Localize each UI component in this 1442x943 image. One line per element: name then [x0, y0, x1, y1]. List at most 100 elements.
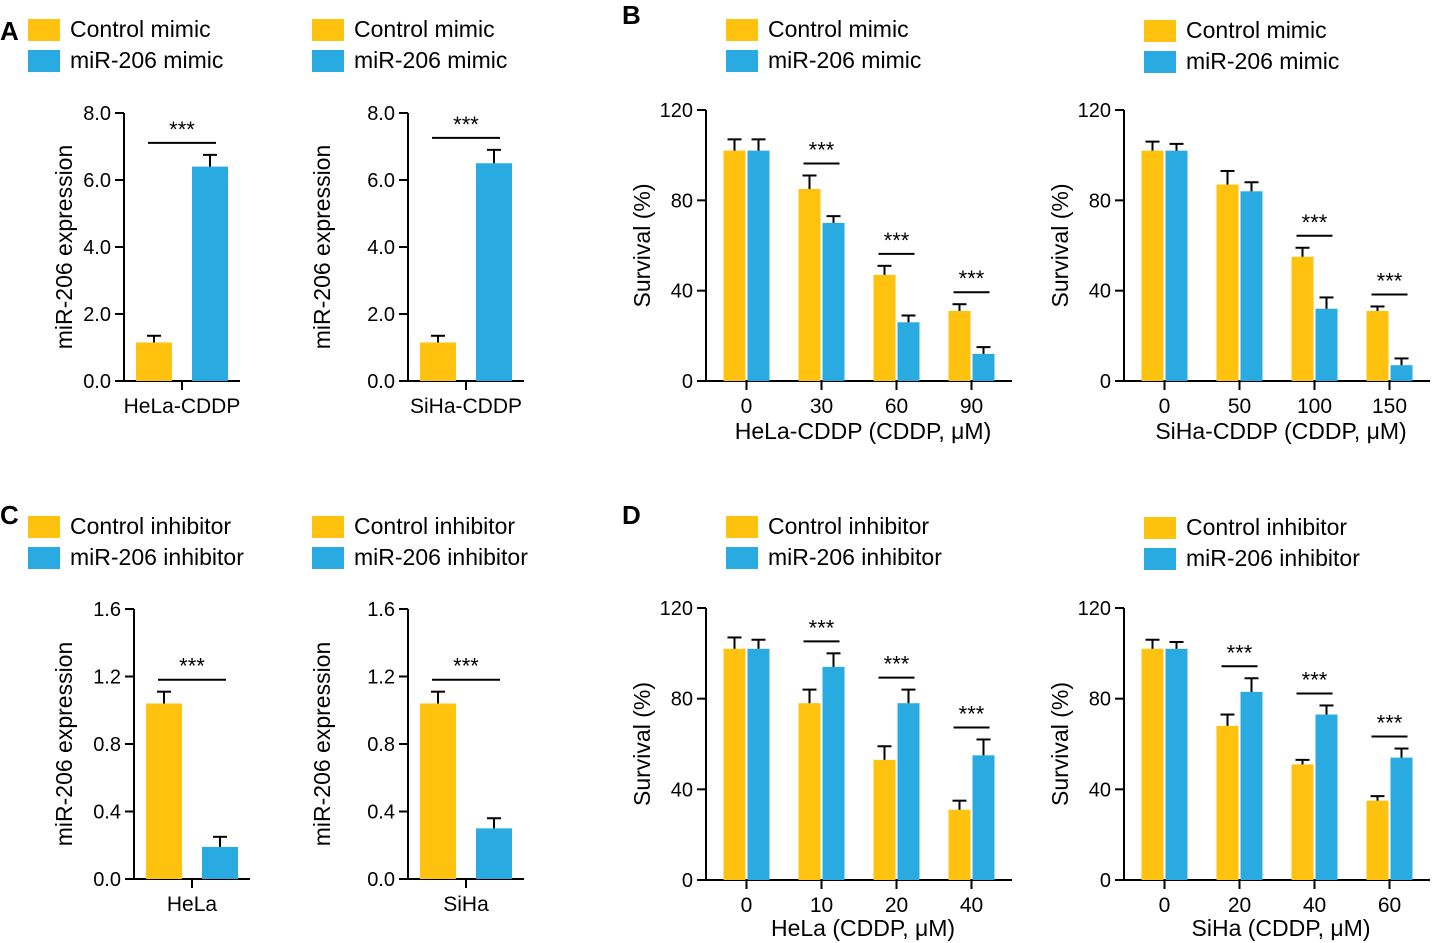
y-tick-label: 8.0	[83, 103, 111, 125]
bar-control-inhibitor	[146, 703, 182, 879]
bar-control-mimic	[723, 150, 746, 381]
legend-label: Control inhibitor	[354, 513, 515, 539]
legend-label: Control mimic	[70, 16, 211, 42]
y-tick-label: 0.0	[93, 869, 121, 891]
y-tick-label: 0.8	[93, 734, 121, 756]
x-tick-label: 40	[1303, 894, 1326, 917]
bar-control-mimic	[136, 342, 172, 381]
bar-control-inhibitor	[948, 809, 971, 880]
bar-mir-206-inhibitor	[1390, 757, 1413, 880]
bar-mir-206-inhibitor	[747, 648, 770, 880]
y-tick-label: 0.4	[367, 802, 395, 824]
y-tick-label: 1.2	[93, 667, 121, 689]
bar-mir-206-mimic	[476, 163, 512, 381]
y-tick-label: 40	[671, 281, 693, 303]
y-tick-label: 40	[1089, 281, 1111, 303]
bar-mir-206-inhibitor	[1240, 691, 1263, 880]
y-tick-label: 0.0	[367, 371, 395, 393]
significance-label: ***	[809, 137, 835, 162]
y-tick-label: 0	[682, 371, 693, 393]
x-tick-label: 20	[1228, 894, 1251, 917]
x-tick-label: 60	[1378, 894, 1401, 917]
significance-label: ***	[453, 112, 479, 137]
chart-D2: Control inhibitor miR-206 inhibitor 0 40 80 1…	[1047, 514, 1430, 941]
bar-mir-206-inhibitor	[1165, 648, 1188, 880]
panel-letter-d: D	[622, 500, 641, 530]
chart-C1: Control inhibitor miR-206 inhibitor 0.0 0.4…	[28, 513, 250, 916]
significance-label: ***	[1377, 268, 1403, 293]
y-tick-label: 80	[1089, 689, 1111, 711]
legend-swatch	[1144, 51, 1176, 73]
bar-control-mimic	[1216, 184, 1239, 381]
bar-control-mimic	[948, 310, 971, 381]
y-tick-label: 0	[1100, 870, 1111, 892]
y-tick-label: 2.0	[367, 304, 395, 326]
x-tick-label: 30	[810, 395, 833, 418]
panel-letter-b: B	[622, 0, 641, 30]
bar-control-inhibitor	[1141, 648, 1164, 880]
legend-label: miR-206 inhibitor	[1186, 545, 1360, 571]
y-tick-label: 6.0	[367, 170, 395, 192]
significance-label: ***	[1227, 640, 1253, 665]
x-tick-label: 60	[885, 395, 908, 418]
significance-label: ***	[179, 654, 205, 679]
chart-D1: Control inhibitor miR-206 inhibitor 0 40 80 1…	[629, 513, 1012, 941]
significance-label: ***	[959, 266, 985, 291]
significance-label: ***	[169, 117, 195, 142]
x-axis-label: HeLa-CDDP (CDDP, μM)	[735, 418, 992, 444]
legend-label: miR-206 inhibitor	[768, 544, 942, 570]
chart-B2: Control mimic miR-206 mimic 0 40 80 120 Surviv…	[1047, 17, 1430, 444]
bar-control-inhibitor	[420, 703, 456, 879]
legend-swatch	[312, 547, 344, 569]
significance-label: ***	[809, 615, 835, 640]
chart-B1: Control mimic miR-206 mimic 0 40 80 120 Surviv…	[629, 16, 1012, 444]
bar-mir-206-mimic	[1315, 308, 1338, 381]
legend-swatch	[726, 516, 758, 538]
legend-label: miR-206 mimic	[1186, 48, 1339, 74]
significance-label: ***	[1377, 711, 1403, 736]
bar-control-mimic	[1141, 150, 1164, 381]
x-tick-label: 20	[885, 894, 908, 917]
bar-mir-206-inhibitor	[202, 846, 238, 879]
bar-control-inhibitor	[1366, 800, 1389, 880]
bar-control-mimic	[1366, 310, 1389, 381]
x-tick-label: 50	[1228, 395, 1251, 418]
x-tick-label: 150	[1372, 395, 1407, 418]
y-tick-label: 0.8	[367, 734, 395, 756]
bar-mir-206-inhibitor	[822, 666, 845, 880]
bar-control-mimic	[798, 189, 821, 381]
y-tick-label: 80	[671, 190, 693, 212]
significance-label: ***	[959, 701, 985, 726]
x-tick-label: SiHa-CDDP	[410, 395, 522, 418]
y-tick-label: 0	[682, 870, 693, 892]
y-tick-label: 0	[1100, 371, 1111, 393]
legend-swatch	[1144, 548, 1176, 570]
y-axis-label: Survival (%)	[1047, 184, 1073, 308]
y-axis-label: Survival (%)	[629, 682, 655, 806]
bar-mir-206-mimic	[747, 150, 770, 381]
bar-control-inhibitor	[873, 759, 896, 880]
legend-swatch	[726, 50, 758, 72]
bar-control-inhibitor	[1216, 725, 1239, 880]
significance-label: ***	[1302, 667, 1328, 692]
legend-label: miR-206 mimic	[70, 47, 223, 73]
legend-swatch	[1144, 20, 1176, 42]
y-tick-label: 120	[660, 598, 693, 620]
bar-mir-206-inhibitor	[972, 755, 995, 880]
y-axis-label: Survival (%)	[1047, 682, 1073, 806]
legend-swatch	[726, 19, 758, 41]
panel-letter-a: A	[0, 16, 19, 46]
significance-label: ***	[884, 652, 910, 677]
y-tick-label: 40	[671, 779, 693, 801]
bar-mir-206-mimic	[192, 166, 228, 381]
y-tick-label: 4.0	[367, 237, 395, 259]
y-axis-label: miR-206 expression	[51, 145, 77, 350]
bar-mir-206-inhibitor	[476, 828, 512, 879]
legend-label: miR-206 mimic	[354, 47, 507, 73]
y-tick-label: 120	[1078, 598, 1111, 620]
y-tick-label: 40	[1089, 779, 1111, 801]
bar-control-mimic	[873, 274, 896, 381]
x-tick-label: HeLa-CDDP	[124, 395, 241, 418]
legend-swatch	[28, 516, 60, 538]
bar-control-inhibitor	[798, 703, 821, 880]
